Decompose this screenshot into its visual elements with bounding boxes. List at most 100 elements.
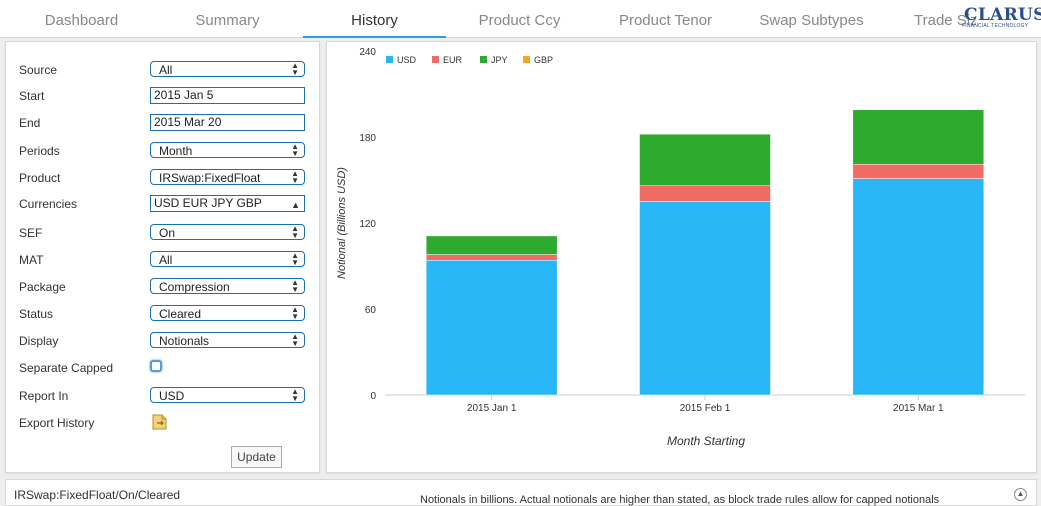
status-row: Status Cleared ▲ ▼ [6,305,321,325]
logo-tagline: FINANCIAL TECHNOLOGY [962,23,1029,29]
sef-select[interactable]: On ▲ ▼ [150,224,305,240]
updown-arrows-icon: ▲ ▼ [291,387,299,403]
footer-bar: IRSwap:FixedFloat/On/Cleared Notionals i… [5,479,1037,506]
logo-name: CLARUS [964,5,1041,25]
bar-usd [639,201,771,396]
tab-swap-subtypes[interactable]: Swap Subtypes [759,12,864,29]
start-date-input[interactable]: 2015 Jan 5 [150,87,305,104]
currencies-label: Currencies [19,197,78,211]
filter-path-text: IRSwap:FixedFloat/On/Cleared [14,488,181,502]
bar-usd [852,178,985,396]
updown-arrows-icon: ▲ ▼ [291,251,299,267]
end-date-input[interactable]: 2015 Mar 20 [150,114,305,131]
updown-arrows-icon: ▲ ▼ [291,305,299,321]
currencies-multiselect[interactable]: USD EUR JPY GBP ▲ [150,195,305,212]
tab-product-ccy[interactable]: Product Ccy [478,12,561,29]
package-label: Package [19,280,66,294]
currencies-row: Currencies USD EUR JPY GBP ▲ [6,195,321,215]
x-tick-label: 2015 Feb 1 [680,403,731,414]
updown-arrows-icon: ▲ ▼ [291,142,299,158]
product-select[interactable]: IRSwap:FixedFloat ▲ ▼ [150,169,305,185]
product-value: IRSwap:FixedFloat [159,171,261,185]
sef-value: On [159,226,176,240]
currencies-value: USD EUR JPY GBP [154,196,262,210]
bar-jpy [425,235,558,255]
collapse-up-icon[interactable]: ▲ [1014,488,1027,501]
bar-eur [425,254,558,261]
legend-label-usd: USD [397,55,417,65]
tab-history[interactable]: History [303,0,446,38]
report-in-row: Report In USD ▲ ▼ [6,387,321,407]
separate-capped-label: Separate Capped [19,361,114,375]
tab-trade-sizes[interactable]: Trade Sizes [914,12,976,29]
periods-select[interactable]: Month ▲ ▼ [150,142,305,158]
top-nav: Dashboard Summary History Product Ccy Pr… [0,0,1041,38]
package-select[interactable]: Compression ▲ ▼ [150,278,305,294]
status-label: Status [19,307,54,321]
tab-dashboard[interactable]: Dashboard [44,12,119,29]
updown-arrows-icon: ▲ ▼ [291,278,299,294]
package-row: Package Compression ▲ ▼ [6,278,321,298]
updown-arrows-icon: ▲ ▼ [291,169,299,185]
bar-eur [639,185,771,202]
notionals-note: Notionals in billions. Actual notionals … [420,494,940,506]
source-value: All [159,63,173,77]
legend-label-eur: EUR [443,55,463,65]
legend-swatch-eur [432,56,439,63]
updown-arrows-icon: ▲ ▼ [291,61,299,77]
x-tick-label: 2015 Mar 1 [893,403,944,414]
sef-label: SEF [19,226,43,240]
product-row: Product IRSwap:FixedFloat ▲ ▼ [6,169,321,189]
tab-product-tenor[interactable]: Product Tenor [618,12,713,29]
separate-capped-checkbox[interactable] [150,360,162,372]
export-history-label: Export History [19,416,95,430]
legend-swatch-usd [386,56,393,63]
source-label: Source [19,63,58,77]
bar-eur [852,163,985,179]
status-value: Cleared [159,307,202,321]
mat-row: MAT All ▲ ▼ [6,251,321,271]
clarus-logo: CLARUS FINANCIAL TECHNOLOGY [962,5,1041,31]
legend-label-gbp: GBP [534,55,553,65]
separate-capped-row: Separate Capped [6,359,321,379]
x-axis-label: Month Starting [667,434,745,448]
start-row: Start 2015 Jan 5 [6,87,321,107]
status-select[interactable]: Cleared ▲ ▼ [150,305,305,321]
y-tick-label: 180 [359,133,376,144]
source-row: Source All ▲ ▼ [6,61,321,81]
end-row: End 2015 Mar 20 [6,114,321,134]
product-label: Product [19,171,61,185]
periods-row: Periods Month ▲ ▼ [6,142,321,162]
update-button[interactable]: Update [231,446,282,468]
report-in-value: USD [159,389,185,403]
bar-usd [425,260,558,396]
legend-label-jpy: JPY [491,55,508,65]
y-axis-label: Notional (Billions USD) [336,167,348,279]
filter-panel: Source All ▲ ▼ Start 2015 Jan 5 End 2015 M… [5,41,320,473]
mat-label: MAT [19,253,44,267]
package-value: Compression [159,280,230,294]
triangle-up-icon: ▲ [291,200,300,210]
report-in-select[interactable]: USD ▲ ▼ [150,387,305,403]
source-select[interactable]: All ▲ ▼ [150,61,305,77]
display-value: Notionals [159,334,210,348]
periods-label: Periods [19,144,60,158]
export-file-icon[interactable] [152,412,168,430]
end-label: End [19,116,41,130]
x-tick-label: 2015 Jan 1 [467,403,517,414]
bar-jpy [639,133,771,186]
display-label: Display [19,334,59,348]
y-tick-label: 240 [359,47,376,58]
mat-select[interactable]: All ▲ ▼ [150,251,305,267]
y-tick-label: 0 [370,391,376,402]
y-tick-label: 60 [365,305,377,316]
periods-value: Month [159,144,193,158]
history-chart: 0 60 120 180 240 Notional (Billions USD) Month… [336,47,1025,448]
legend-swatch-gbp [523,56,530,63]
start-label: Start [19,89,45,103]
tab-summary[interactable]: Summary [195,12,260,29]
chart-panel: 0 60 120 180 240 Notional (Billions USD) Month… [326,41,1037,473]
display-select[interactable]: Notionals ▲ ▼ [150,332,305,348]
bar-jpy [852,109,985,165]
